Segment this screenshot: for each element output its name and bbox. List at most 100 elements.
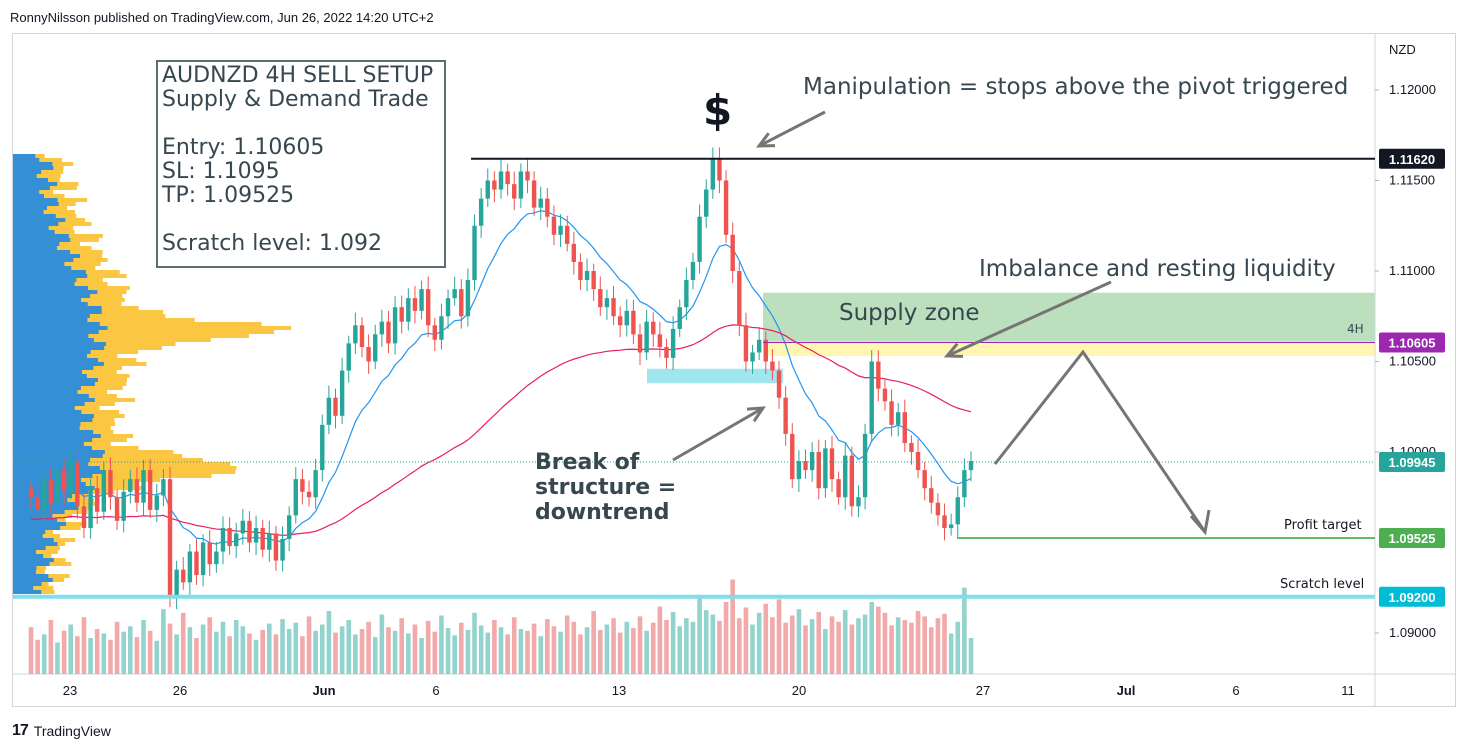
chart-frame[interactable]: 1.12000 1.11500 1.11000 1.10500 1.10000 1.090… [12, 33, 1456, 707]
candle-body [472, 225, 477, 281]
candle-body [862, 433, 868, 498]
volume-bar [425, 620, 431, 674]
candle-body [267, 533, 272, 550]
candle-body [968, 461, 974, 471]
volume-bar [756, 612, 762, 674]
y-tick-label: 1.10500 [1389, 354, 1436, 369]
volume-profile-bar [13, 498, 68, 502]
volume-bar [922, 616, 927, 674]
volume-bar [180, 612, 186, 674]
candle-body [651, 321, 656, 335]
candle-body [598, 289, 603, 308]
candle-body [128, 479, 133, 492]
candle-body [28, 488, 34, 498]
volume-bar [134, 637, 140, 674]
volume-profile-bar [13, 418, 93, 422]
volume-bar [339, 626, 345, 674]
volume-profile-bar [13, 334, 89, 338]
volume-bar [902, 620, 908, 674]
volume-bar [88, 638, 93, 674]
volume-profile-bar [13, 234, 69, 238]
volume-bar [147, 630, 153, 674]
volume-profile-bar [13, 322, 100, 326]
volume-profile-bar [13, 466, 100, 470]
candle-body [194, 551, 199, 576]
volume-profile-bar [13, 362, 104, 366]
volume-profile-bar [13, 290, 98, 294]
volume-bar [68, 624, 74, 674]
candle-body [756, 339, 762, 353]
volume-profile-bar [13, 278, 77, 282]
candle-body [333, 397, 338, 416]
candlestick-chart[interactable]: 1.120001.115001.110001.105001.100001.090… [13, 34, 1455, 706]
volume-bar [564, 615, 570, 674]
candle-body [591, 271, 596, 290]
candle-body [723, 180, 729, 235]
volume-profile-bar [13, 318, 195, 322]
volume-bar [809, 619, 815, 674]
volume-profile-bar [13, 466, 237, 470]
volume-bar [194, 638, 199, 674]
candle-body [313, 470, 318, 498]
volume-bar [174, 634, 179, 674]
volume-profile-bar [13, 294, 91, 298]
volume-bar [319, 624, 325, 674]
volume-bar [664, 620, 669, 674]
candle-body [849, 455, 855, 507]
volume-profile-bar [13, 570, 36, 574]
volume-bar [28, 627, 34, 674]
manipulation-note: Manipulation = stops above the pivot tri… [803, 74, 1349, 100]
volume-profile-bar [13, 210, 44, 214]
volume-bar [968, 638, 974, 674]
candle-body [253, 528, 259, 543]
imbalance-arrow-head [943, 342, 964, 358]
volume-profile-bar [13, 306, 102, 310]
candle-body [942, 515, 947, 529]
volume-bar [432, 631, 438, 674]
volume-bar [492, 620, 497, 674]
volume-profile-bar [13, 174, 37, 178]
x-tick-label: Jul [1117, 683, 1136, 698]
volume-bar [127, 626, 133, 674]
candle-body [512, 184, 517, 199]
x-tick-label: 20 [792, 683, 806, 698]
manipulation-arrow [758, 110, 826, 148]
currency-label: NZD [1389, 42, 1416, 57]
candle-body [273, 533, 279, 561]
volume-bar [61, 630, 67, 674]
candle-body [816, 452, 821, 489]
candle-body [339, 370, 345, 416]
volume-bar [511, 617, 517, 674]
volume-bar [882, 612, 888, 674]
candle-body [260, 528, 265, 550]
x-tick-label: 26 [173, 683, 187, 698]
volume-profile-bar [13, 218, 66, 222]
candle-body [644, 321, 649, 353]
volume-profile-bar [13, 302, 88, 306]
zones-layer [647, 292, 1375, 384]
supply-zone-label: Supply zone [839, 300, 980, 326]
volume-bar [300, 636, 305, 674]
candle-body [518, 171, 524, 199]
candle-body [690, 261, 696, 281]
volume-bar [472, 612, 477, 674]
volume-profile-bar [13, 550, 36, 554]
bos-line-2: structure = [535, 475, 677, 500]
volume-profile-bar [13, 586, 54, 590]
candle-body [498, 171, 504, 190]
volume-bar [584, 627, 590, 674]
candle-body [955, 497, 960, 525]
volume-bar [260, 629, 265, 674]
volume-bar [955, 621, 961, 674]
y-tick-label: 1.09000 [1389, 625, 1436, 640]
candle-body [419, 289, 424, 311]
volume-bar [419, 638, 424, 674]
price-tag [1379, 332, 1445, 353]
candle-body [35, 497, 40, 510]
moving-averages [30, 210, 972, 545]
candle-body [425, 289, 431, 326]
zone-timeframe-label: 4H [1347, 322, 1364, 336]
volume-bar [650, 622, 656, 674]
volume-bar [399, 618, 405, 674]
volume-bar [789, 615, 795, 674]
